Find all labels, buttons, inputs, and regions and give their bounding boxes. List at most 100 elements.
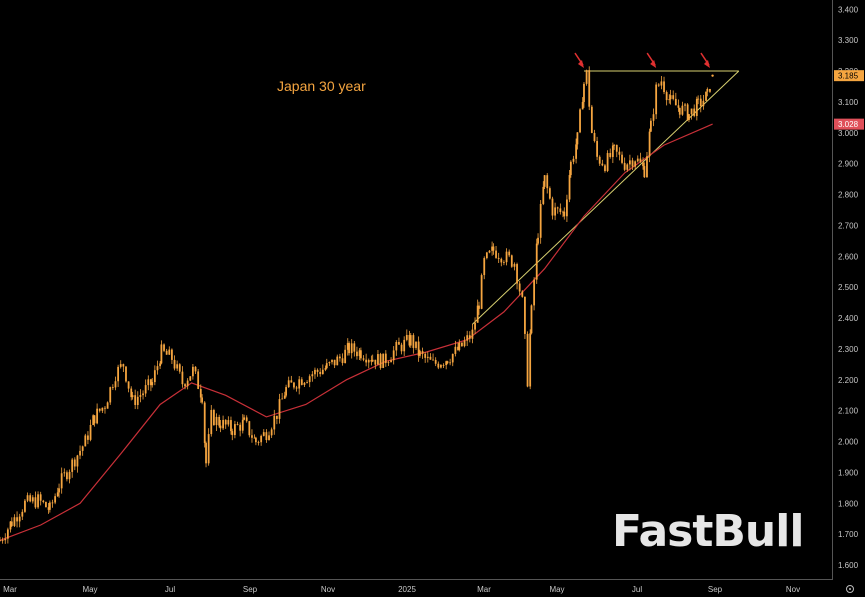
price-candle [384,353,387,364]
price-candle [408,334,411,346]
price-candle [695,98,698,116]
price-candle [559,208,562,212]
price-candle [314,369,316,375]
price-candle [79,450,81,456]
price-candle [445,361,448,366]
price-candle [73,459,76,467]
price-candle [596,141,598,157]
price-candle [151,382,154,386]
price-candle [503,262,505,263]
price-candle [119,364,122,367]
price-candle [421,351,424,354]
price-candle [668,99,671,101]
price-candle [60,473,63,489]
price-candle [350,343,353,354]
price-candle [521,291,524,297]
price-candle [96,408,99,424]
price-candle [639,158,642,163]
price-candle [178,364,181,372]
price-candle [491,246,494,251]
price-candle [348,343,350,354]
price-candle [495,250,497,258]
price-candle [516,264,518,284]
price-candle [526,333,529,387]
price-candle [432,359,434,361]
price-candle [471,329,474,339]
price-candle [688,114,690,120]
price-candle [419,351,421,356]
price-candle [613,144,616,146]
price-candle [215,416,218,426]
y-tick-label: 3.400 [838,5,859,14]
price-candle [663,81,665,93]
price-candle [58,488,60,493]
price-tag: 3.185 [834,70,864,82]
price-candle [101,407,104,411]
price-candle [321,369,324,375]
price-candle [454,346,457,354]
price-candle [548,188,551,199]
price-candle [377,354,379,365]
price-candle [219,425,222,429]
price-candle [241,419,244,431]
price-candle [218,416,221,426]
price-candle [331,359,333,363]
price-candle [4,538,7,541]
price-candle [231,431,234,436]
price-candle [6,529,9,539]
price-candle [122,364,125,367]
price-candle [205,442,207,464]
price-candle [163,344,165,351]
price-candle [134,395,137,405]
price-candle [278,399,281,419]
chart-settings-icon[interactable] [846,585,854,593]
price-candle [398,342,400,345]
moving-average-line [0,123,713,541]
price-candle [109,387,112,403]
price-candle [186,380,189,387]
price-candle [655,84,658,115]
price-candle [374,359,377,365]
price-candle [144,385,147,394]
price-candle [623,162,626,170]
price-candle [569,161,572,176]
price-candle [463,340,466,347]
price-candle [262,432,265,436]
price-candle [227,420,230,425]
price-candle [42,500,45,503]
price-candle [270,429,273,436]
price-candle [10,521,13,526]
price-candle [693,108,696,116]
price-candle [76,455,79,467]
price-candle [29,495,32,502]
price-candle [621,154,623,163]
price-candle [476,305,479,323]
price-candle [478,305,480,309]
price-candle [382,353,385,368]
price-candle [106,402,109,409]
price-candle [257,442,260,443]
price-candle [1,540,4,542]
price-candle [92,415,95,425]
price-candle [634,161,637,167]
price-candle [281,398,284,400]
price-candle [285,387,287,396]
price-candle [89,424,92,440]
price-candle [18,516,21,522]
price-candle [646,156,648,178]
price-candle [650,120,652,132]
price-candle [609,153,612,157]
y-tick-label: 3.300 [838,36,859,45]
price-candle [295,387,298,389]
price-candle [636,158,639,162]
price-candle [387,362,390,364]
price-candle [572,158,575,162]
price-candle [117,366,120,382]
x-axis-ticks: Mar May Jul Sep Nov 2025 Mar May Jul Sep Nov [3,585,800,594]
red-arrow-icon [646,52,657,69]
price-candle [16,517,18,522]
price-candle [39,494,42,501]
price-candle [136,396,139,405]
price-candle [429,356,432,360]
price-candle [554,207,557,216]
